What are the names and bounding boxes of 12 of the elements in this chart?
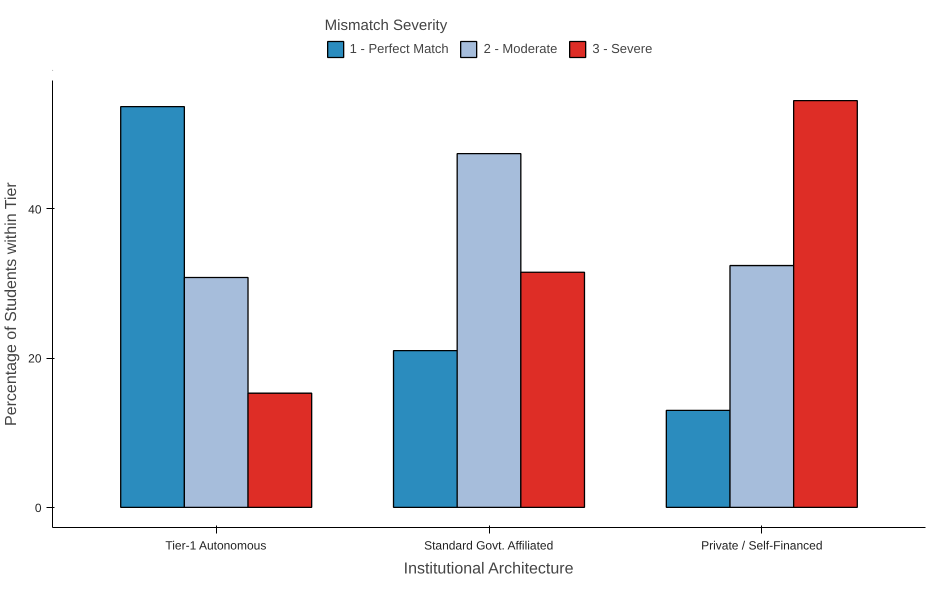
legend-label: 1 - Perfect Match	[350, 41, 449, 56]
y-tick-label: 20	[28, 352, 42, 366]
legend-label: 2 - Moderate	[484, 41, 558, 56]
x-axis-title: Institutional Architecture	[404, 560, 574, 578]
x-tick-label: Tier-1 Autonomous	[165, 538, 266, 552]
x-tick-label: Standard Govt. Affiliated	[424, 538, 554, 552]
legend-title: Mismatch Severity	[324, 16, 448, 34]
x-tick-label: Private / Self-Financed	[701, 538, 823, 552]
y-tick-label: 40	[28, 202, 42, 216]
y-tick-label: 0	[34, 500, 42, 515]
legend-label: 3 - Severe	[592, 41, 652, 56]
y-axis-title: Percentage of Students within Tier	[3, 182, 20, 426]
